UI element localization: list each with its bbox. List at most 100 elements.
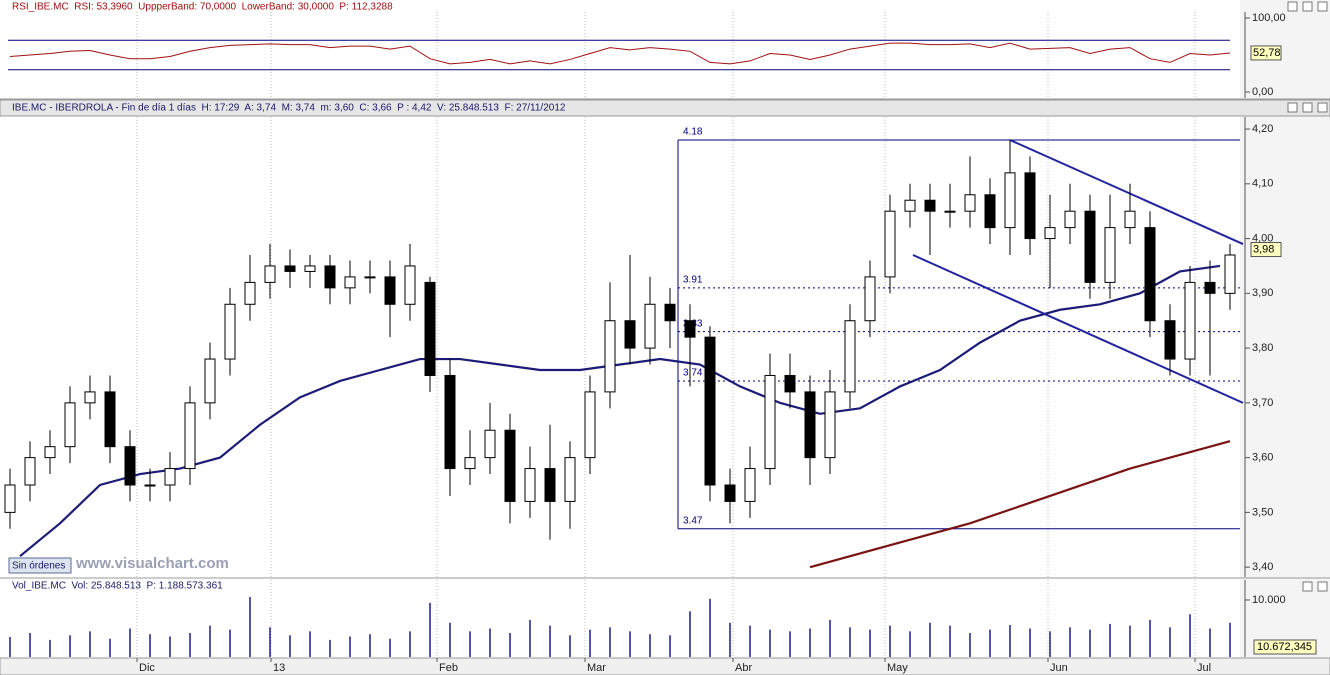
candle-body xyxy=(184,402,196,470)
panel-title: IBE.MC - IBERDROLA - Fin de día 1 días H… xyxy=(12,103,566,114)
moving-average xyxy=(19,264,1221,558)
y-tick-label: 3,90 xyxy=(1252,287,1273,299)
y-tick-label: 3,70 xyxy=(1252,397,1273,409)
candle-body xyxy=(44,446,56,459)
candle-body xyxy=(784,374,796,393)
y-tick-label: 3,40 xyxy=(1252,561,1273,573)
panel-button[interactable] xyxy=(1317,1,1328,12)
last-value-label: 3,98 xyxy=(1253,243,1274,255)
x-axis-strip xyxy=(0,657,1330,675)
x-tick-label: Feb xyxy=(439,662,458,674)
candle-body xyxy=(284,265,296,272)
candle-body xyxy=(344,276,356,289)
candle-body xyxy=(1004,172,1016,229)
candle-body xyxy=(364,276,376,279)
panel-button[interactable] xyxy=(1302,581,1313,592)
candle-body xyxy=(604,320,616,393)
y-tick-label: 3,60 xyxy=(1252,452,1273,464)
orders-button[interactable] xyxy=(8,557,72,574)
panel-button[interactable] xyxy=(1317,581,1328,592)
candle-body xyxy=(544,468,556,502)
panel-button[interactable] xyxy=(1302,1,1313,12)
candle-body xyxy=(844,320,856,393)
candle-body xyxy=(324,265,336,289)
candle-body xyxy=(944,210,956,213)
candle-body xyxy=(104,391,116,448)
candle-body xyxy=(304,265,316,272)
candle-body xyxy=(584,391,596,459)
candle-body xyxy=(744,468,756,502)
candle-body xyxy=(424,281,436,376)
panel-button[interactable] xyxy=(1287,102,1298,113)
panel-button[interactable] xyxy=(1287,1,1298,12)
x-tick-label: Abr xyxy=(735,662,752,674)
candle-body xyxy=(144,484,156,487)
candle-body xyxy=(1144,227,1156,322)
y-tick-label: 4,10 xyxy=(1252,178,1273,190)
candle-body xyxy=(1204,281,1216,294)
last-value-box xyxy=(1253,639,1317,655)
candle-body xyxy=(524,468,536,502)
x-tick-label: Dic xyxy=(139,662,155,674)
candle-body xyxy=(884,210,896,278)
price-header-bar xyxy=(0,99,1330,117)
candle-body xyxy=(64,402,76,448)
candle-body xyxy=(504,429,516,502)
candle-body xyxy=(244,281,256,305)
candle-body xyxy=(624,320,636,349)
y-tick-label: 100,00 xyxy=(1252,12,1286,24)
candle-body xyxy=(404,265,416,305)
y-tick-label: 0,00 xyxy=(1252,86,1273,98)
last-value-box xyxy=(1250,45,1282,61)
y-tick-label: 4,00 xyxy=(1252,232,1273,244)
panel-button[interactable] xyxy=(1302,102,1313,113)
last-value-label: 52,78 xyxy=(1253,47,1281,59)
level-label: 4.18 xyxy=(683,127,703,138)
candle-body xyxy=(1084,210,1096,283)
candle-body xyxy=(1024,172,1036,240)
x-tick-label: Mar xyxy=(587,662,606,674)
candle-body xyxy=(824,391,836,459)
candle-body xyxy=(124,446,136,486)
candle-body xyxy=(1064,210,1076,229)
candle-body xyxy=(804,391,816,459)
candle-body xyxy=(1104,227,1116,283)
candle-body xyxy=(444,374,456,470)
candle-body xyxy=(564,457,576,502)
candle-body xyxy=(264,265,276,283)
y-tick-label: 3,50 xyxy=(1252,506,1273,518)
candle-body xyxy=(684,320,696,338)
orders-button-label[interactable]: Sin órdenes xyxy=(12,561,65,572)
candle-body xyxy=(764,374,776,470)
x-tick-label: May xyxy=(887,662,908,674)
candle-body xyxy=(664,303,676,322)
candle-body xyxy=(224,303,236,360)
candle-body xyxy=(1224,254,1236,294)
y-tick-label: 3,80 xyxy=(1252,342,1273,354)
candle-body xyxy=(1164,320,1176,360)
candle-body xyxy=(464,457,476,470)
y-tick-label: 10.000 xyxy=(1252,594,1286,606)
candle-body xyxy=(1124,210,1136,229)
candle-body xyxy=(204,358,216,404)
marks: 4.183.913.833.743.47 xyxy=(4,39,1244,657)
moving-average xyxy=(809,440,1231,569)
candle-body xyxy=(644,303,656,349)
candle-body xyxy=(164,468,176,486)
panel-button[interactable] xyxy=(1317,102,1328,113)
panel-title: Vol_IBE.MC Vol: 25.848.513 P: 1.188.573.… xyxy=(12,581,223,592)
trend-line xyxy=(912,254,1244,404)
level-label: 3.47 xyxy=(683,515,703,526)
candle-body xyxy=(704,336,716,486)
last-value-label: 10.672,345 xyxy=(1257,641,1312,653)
y-tick-label: 4,20 xyxy=(1252,123,1273,135)
last-value-box xyxy=(1250,242,1282,258)
x-tick-label: Jun xyxy=(1050,662,1068,674)
level-label: 3.91 xyxy=(683,274,703,285)
candle-body xyxy=(1184,281,1196,360)
candle-body xyxy=(864,276,876,322)
watermark: www.visualchart.com xyxy=(75,555,229,572)
candle-body xyxy=(484,429,496,459)
candle-body xyxy=(1044,227,1056,240)
